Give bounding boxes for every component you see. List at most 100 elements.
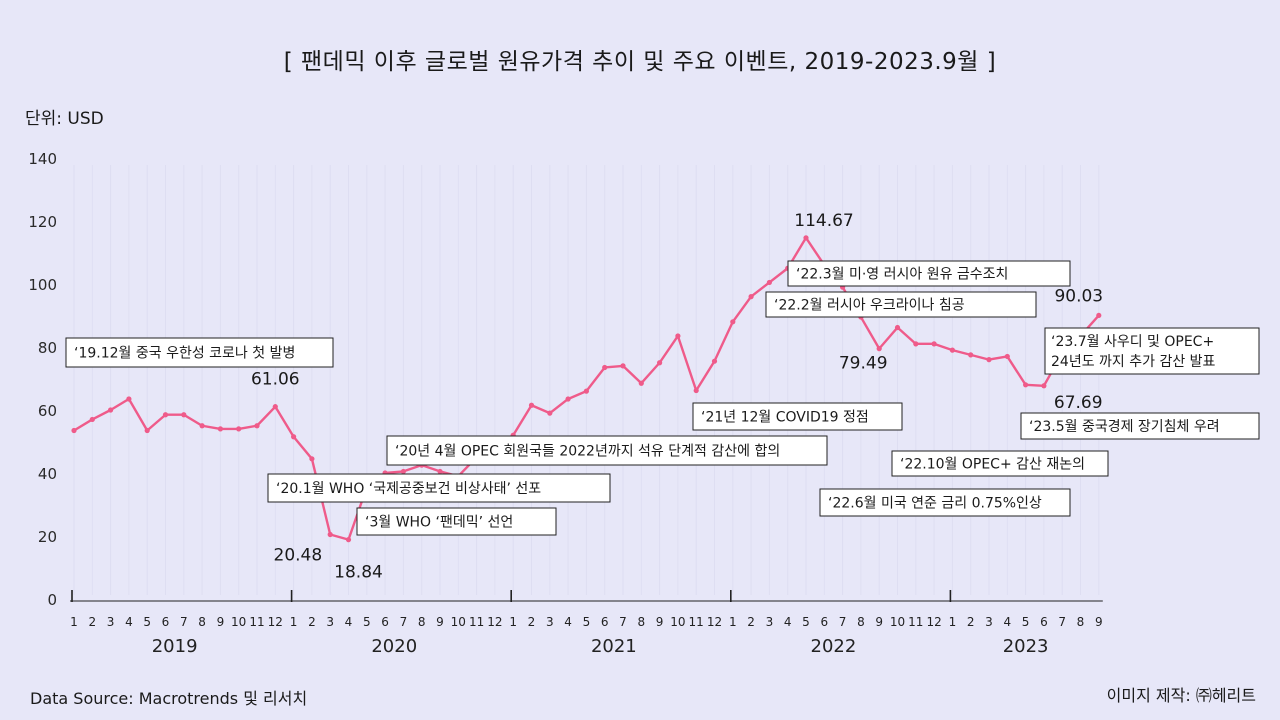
x-tick-label: 10 bbox=[670, 615, 685, 629]
data-point bbox=[528, 402, 535, 408]
x-tick-label: 2 bbox=[88, 615, 96, 629]
x-tick-label: 8 bbox=[637, 615, 645, 629]
y-tick-label: 40 bbox=[38, 465, 57, 483]
annotation-text: ‘21년 12월 COVID19 정점 bbox=[701, 410, 869, 426]
x-tick-label: 8 bbox=[198, 615, 206, 629]
data-point bbox=[1023, 382, 1029, 388]
x-tick-label: 12 bbox=[268, 615, 283, 629]
x-tick-label: 10 bbox=[451, 615, 466, 629]
x-tick-label: 11 bbox=[908, 615, 923, 629]
data-point bbox=[1041, 383, 1047, 389]
y-tick-label: 100 bbox=[28, 276, 57, 294]
x-tick-label: 10 bbox=[890, 615, 905, 629]
x-tick-label: 10 bbox=[231, 615, 246, 629]
data-label: 79.49 bbox=[839, 354, 888, 374]
x-tick-label: 6 bbox=[601, 615, 609, 629]
annotation-box: ‘23.5월 중국경제 장기침체 우려 bbox=[1020, 412, 1260, 440]
unit-label: 단위: USD bbox=[25, 109, 104, 129]
x-tick-label: 7 bbox=[180, 615, 188, 629]
annotation-frame bbox=[765, 291, 1037, 318]
data-label: 67.69 bbox=[1054, 393, 1103, 413]
x-tick-label: 9 bbox=[436, 615, 444, 629]
x-tick-label: 2 bbox=[747, 615, 755, 629]
x-tick-label: 3 bbox=[326, 615, 334, 629]
x-tick-label: 11 bbox=[469, 615, 484, 629]
annotation-frame bbox=[692, 402, 903, 431]
x-tick-label: 1 bbox=[290, 615, 298, 629]
x-tick-label: 1 bbox=[70, 615, 78, 629]
x-tick-label: 4 bbox=[125, 615, 133, 629]
x-tick-label: 5 bbox=[143, 615, 151, 629]
x-tick-label: 2 bbox=[308, 615, 316, 629]
data-point bbox=[217, 426, 223, 432]
data-point bbox=[913, 341, 919, 347]
annotation-box: ‘22.6월 미국 연준 금리 0.75%인상 bbox=[819, 488, 1071, 517]
data-label: 114.67 bbox=[794, 211, 853, 231]
data-point bbox=[693, 387, 699, 394]
chart-title: [ 팬데믹 이후 글로벌 원유가격 추이 및 주요 이벤트, 2019-2023… bbox=[283, 49, 997, 75]
annotation-box: ‘20.1월 WHO ‘국제공중보건 비상사태’ 선포 bbox=[267, 473, 611, 503]
x-tick-label: 6 bbox=[381, 615, 389, 629]
x-tick-label: 2 bbox=[967, 615, 975, 629]
data-point bbox=[1096, 312, 1102, 319]
data-point bbox=[620, 363, 626, 369]
data-point bbox=[437, 468, 443, 475]
data-point bbox=[89, 416, 95, 423]
x-tick-label: 4 bbox=[564, 615, 572, 629]
data-source-label: Data Source: Macrotrends 및 리서치 bbox=[30, 689, 308, 708]
data-point bbox=[126, 396, 132, 402]
data-point bbox=[236, 426, 242, 432]
data-point bbox=[327, 531, 333, 538]
annotation-box: ‘3월 WHO ‘팬데믹’ 선언 bbox=[356, 507, 557, 536]
y-tick-label: 140 bbox=[28, 150, 57, 168]
year-label: 2021 bbox=[591, 636, 637, 657]
annotation-text: ‘22.6월 미국 연준 금리 0.75%인상 bbox=[828, 496, 1042, 512]
x-tick-label: 9 bbox=[1095, 615, 1103, 629]
x-tick-label: 4 bbox=[784, 615, 792, 629]
annotation-text: ‘22.3월 미·영 러시아 원유 금수조치 bbox=[796, 267, 1008, 283]
year-label: 2020 bbox=[371, 636, 417, 657]
data-label: 90.03 bbox=[1054, 286, 1103, 306]
annotation-box: ‘20년 4월 OPEC 회원국들 2022년까지 석유 단계적 감산에 합의 bbox=[386, 435, 828, 466]
data-point bbox=[181, 412, 187, 418]
x-tick-label: 4 bbox=[345, 615, 353, 629]
x-tick-label: 9 bbox=[656, 615, 664, 629]
data-point bbox=[71, 427, 77, 434]
annotation-text: ‘23.5월 중국경제 장기침체 우려 bbox=[1029, 419, 1220, 435]
data-point bbox=[345, 537, 352, 543]
annotation-box: ‘22.10월 OPEC+ 감산 재논의 bbox=[891, 450, 1109, 477]
x-axis: 1 2 3 4 5 6 7 8 9 10 11 12 1 2 3 4 5 6 7 8 9 10 11 12 1 2 3 4 5 6 7 8 9 1… bbox=[70, 590, 1103, 657]
data-point bbox=[876, 346, 882, 352]
data-label: 20.48 bbox=[274, 545, 323, 565]
annotation-frame bbox=[1044, 327, 1260, 375]
annotation-box: ‘22.3월 미·영 러시아 원유 금수조치 bbox=[787, 260, 1071, 287]
x-tick-label: 3 bbox=[985, 615, 993, 629]
x-tick-label: 3 bbox=[107, 615, 115, 629]
data-point bbox=[730, 319, 736, 325]
x-tick-label: 11 bbox=[689, 615, 704, 629]
x-tick-label: 1 bbox=[729, 615, 737, 629]
data-point bbox=[803, 235, 809, 241]
data-point bbox=[711, 358, 718, 364]
x-tick-label: 6 bbox=[162, 615, 170, 629]
annotation-frame bbox=[787, 260, 1071, 287]
data-point bbox=[583, 388, 590, 394]
x-tick-label: 7 bbox=[619, 615, 627, 629]
annotation-box: ‘23.7월 사우디 및 OPEC+ 24년도 까지 추가 감산 발표 bbox=[1044, 327, 1260, 375]
year-label: 2022 bbox=[811, 636, 857, 657]
y-tick-label: 60 bbox=[38, 402, 57, 420]
data-point bbox=[602, 364, 608, 371]
y-tick-label: 0 bbox=[47, 591, 57, 609]
x-tick-label: 2 bbox=[528, 615, 536, 629]
x-tick-label: 1 bbox=[949, 615, 957, 629]
data-point bbox=[565, 396, 571, 402]
data-point bbox=[309, 456, 315, 462]
x-tick-label: 5 bbox=[802, 615, 810, 629]
vertical-gridlines bbox=[73, 165, 1100, 595]
data-point bbox=[931, 341, 937, 347]
x-tick-label: 4 bbox=[1003, 615, 1011, 629]
data-point bbox=[144, 427, 150, 434]
x-tick-label: 1 bbox=[509, 615, 517, 629]
